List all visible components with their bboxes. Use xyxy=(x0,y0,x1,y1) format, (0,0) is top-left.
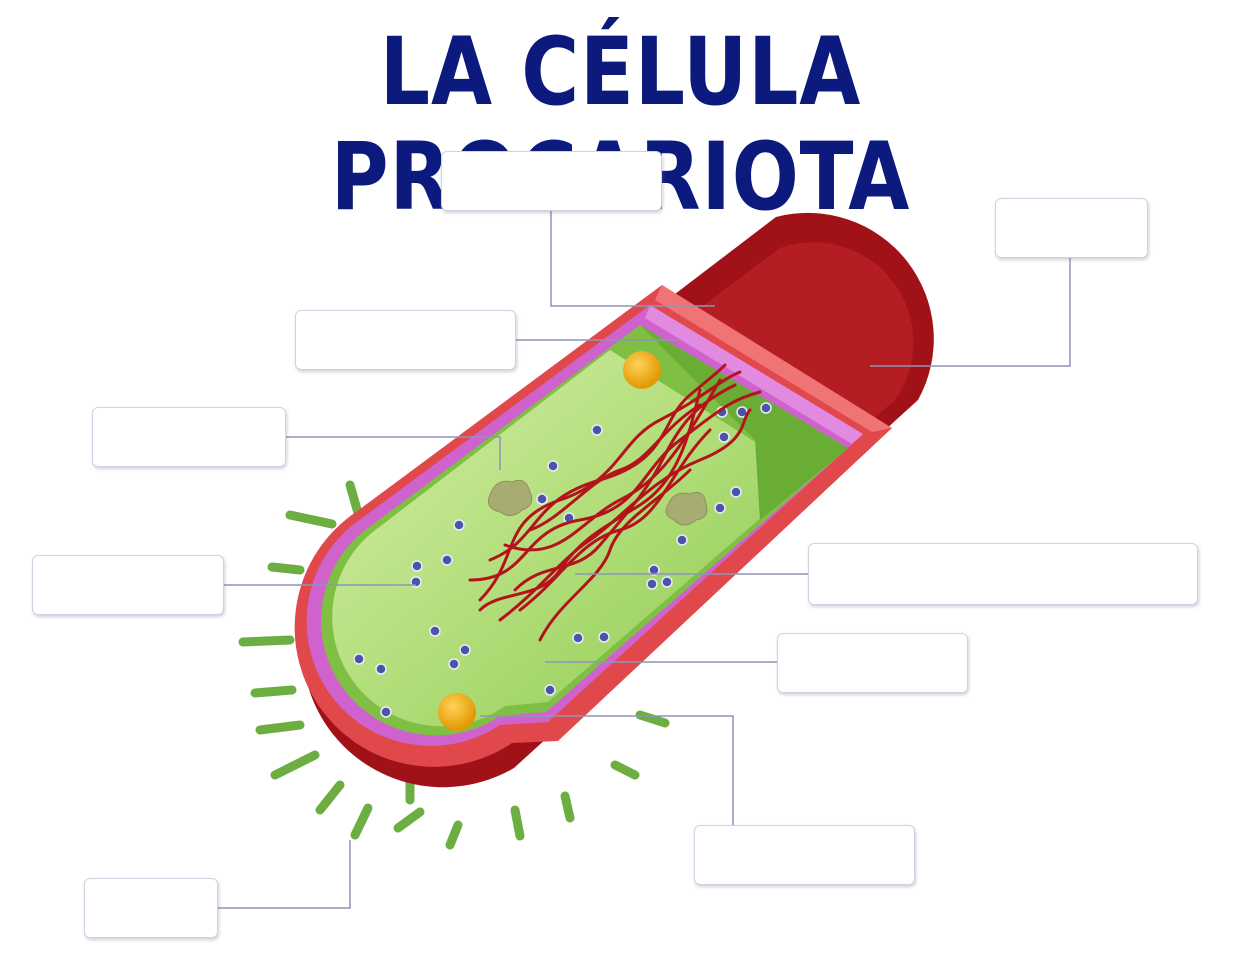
ribosomes xyxy=(353,402,772,718)
page-title: LA CÉLULA PROCARIOTA xyxy=(331,18,910,230)
leader-lines xyxy=(218,211,1071,909)
pili xyxy=(238,480,670,850)
label-box-top-right[interactable] xyxy=(995,198,1148,258)
label-box-left[interactable] xyxy=(32,555,224,615)
label-box-upper-left[interactable] xyxy=(295,310,516,370)
inclusion-bodies xyxy=(438,351,661,731)
label-box-right-mid[interactable] xyxy=(777,633,968,693)
label-box-top-center[interactable] xyxy=(441,151,662,211)
label-box-bottom-left[interactable] xyxy=(84,878,218,938)
granules xyxy=(487,479,708,526)
label-box-right-long[interactable] xyxy=(808,543,1198,605)
label-box-bottom-center[interactable] xyxy=(694,825,915,885)
label-box-mid-left[interactable] xyxy=(92,407,286,467)
nucleoid-dna xyxy=(468,363,762,642)
